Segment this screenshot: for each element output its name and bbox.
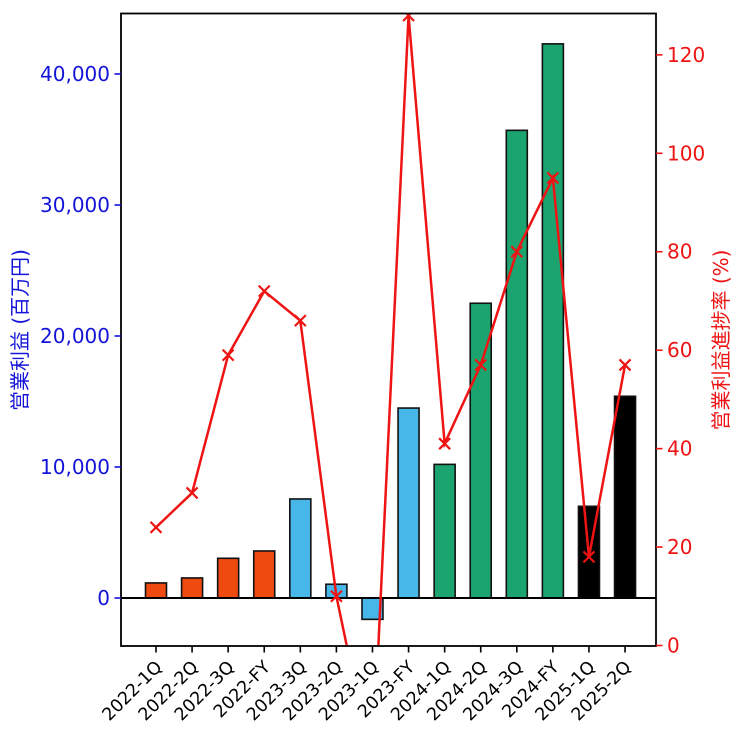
bar-2022-FY xyxy=(252,550,276,599)
left-tick-label-40000: 40,000 xyxy=(40,62,110,86)
left-tick-label-10000: 10,000 xyxy=(40,455,110,479)
left-tick-label-20000: 20,000 xyxy=(40,324,110,348)
marker-2025-1Q xyxy=(582,550,596,564)
marker-2024-1Q xyxy=(438,437,451,450)
bar-2024-FY xyxy=(541,43,565,599)
marker-2023-3Q xyxy=(294,314,307,327)
marker-2024-2Q xyxy=(474,358,487,372)
bar-2024-2Q xyxy=(469,302,493,599)
right-tick-label-60: 60 xyxy=(667,338,692,362)
bar-2022-3Q xyxy=(216,557,240,599)
bar-2024-1Q xyxy=(433,463,456,599)
marker-2022-3Q xyxy=(221,348,235,362)
left-tick-label-0: 0 xyxy=(97,586,110,610)
marker-2022-1Q xyxy=(149,521,163,534)
marker-2023-2Q xyxy=(330,590,343,603)
bar-2025-2Q xyxy=(613,395,637,599)
right-tick-label-120: 120 xyxy=(667,43,705,67)
right-tick-label-0: 0 xyxy=(667,634,680,658)
right-tick-label-40: 40 xyxy=(667,437,692,461)
right-tick-label-80: 80 xyxy=(667,240,692,264)
left-tick-label-30000: 30,000 xyxy=(40,193,110,217)
right-tick-label-20: 20 xyxy=(667,535,692,559)
marker-2024-FY xyxy=(546,171,560,185)
marker-2022-2Q xyxy=(185,486,199,500)
bar-2024-3Q xyxy=(505,129,529,599)
bar-2022-1Q xyxy=(144,582,168,599)
right-axis-title: 営業利益進捗率 (%) xyxy=(709,250,733,431)
left-axis-title: 営業利益 (百万円) xyxy=(8,249,32,411)
marker-2025-2Q xyxy=(618,358,632,372)
bar-2022-2Q xyxy=(180,577,204,599)
plot-border xyxy=(120,12,657,647)
plot-area xyxy=(121,13,656,646)
right-tick-label-100: 100 xyxy=(667,141,705,165)
marker-2023-FY xyxy=(402,13,415,22)
bar-2023-3Q xyxy=(289,498,312,599)
marker-2022-FY xyxy=(257,284,271,298)
marker-2024-3Q xyxy=(510,245,524,259)
progress-line xyxy=(155,15,627,646)
bar-2023-FY xyxy=(397,407,420,599)
